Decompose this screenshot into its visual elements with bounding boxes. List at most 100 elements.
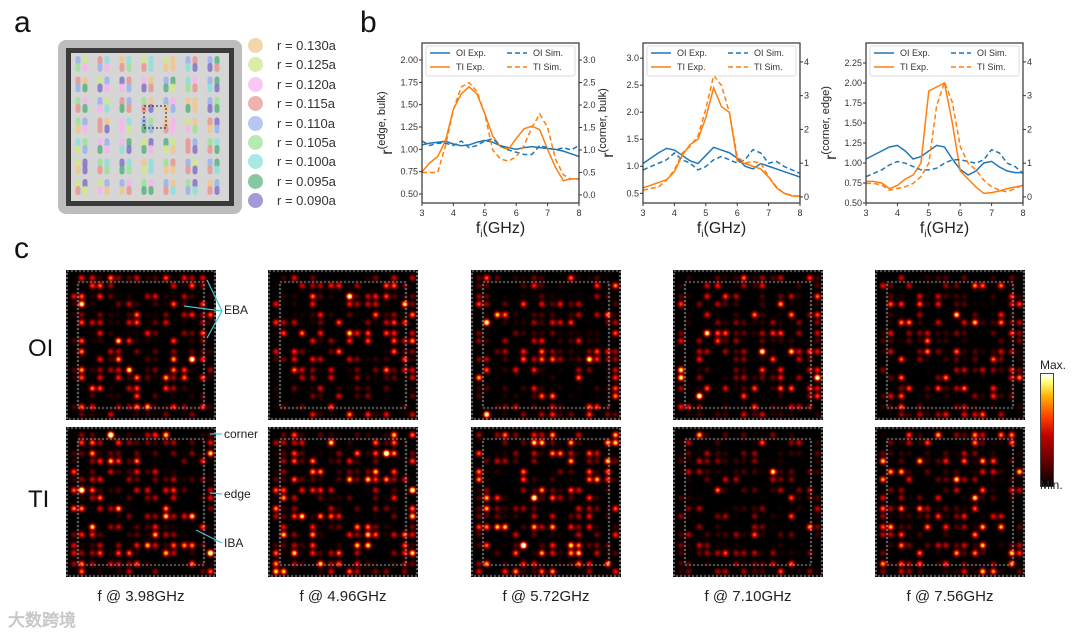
rod: [126, 186, 132, 195]
rod: [126, 83, 132, 93]
rod: [119, 76, 125, 86]
rod: [97, 83, 103, 93]
legend-item: r = 0.090a: [248, 193, 336, 209]
rod: [170, 117, 176, 127]
legend-label: TI Exp.: [677, 62, 706, 72]
rod: [126, 138, 132, 147]
legend-item: r = 0.095a: [248, 173, 336, 189]
rod: [214, 76, 220, 86]
rod: [82, 56, 88, 65]
y-tick-label-right: 2: [804, 124, 809, 134]
rod: [104, 186, 110, 195]
legend-swatch: [248, 38, 263, 53]
y-tick-label-left: 1.25: [400, 122, 418, 132]
rod: [119, 138, 125, 147]
x-tick-label: 6: [958, 208, 963, 218]
x-tick-label: 7: [989, 208, 994, 218]
rod: [148, 97, 154, 106]
y-tick-label-left: 2.5: [626, 80, 639, 90]
rod: [97, 56, 103, 65]
y-tick-label-right: 0.0: [583, 190, 596, 200]
legend-label: r = 0.115a: [277, 96, 335, 112]
rod: [82, 138, 88, 147]
y-tick-label-left: 3.0: [626, 53, 639, 63]
rod: [97, 117, 103, 127]
rod: [148, 158, 154, 168]
rod: [185, 165, 191, 175]
legend-label: TI Sim.: [754, 62, 783, 72]
row-label-ti: TI: [28, 486, 50, 513]
legend-item: r = 0.110a: [248, 115, 335, 131]
colorbar: [1040, 373, 1054, 487]
rod: [170, 97, 176, 106]
rod: [75, 145, 81, 154]
field-map-oi-4: [673, 270, 823, 420]
rod: [185, 117, 191, 127]
x-tick-label: 5: [482, 208, 487, 218]
x-tick-label: 5: [926, 208, 931, 218]
series-line: [865, 144, 1023, 176]
field-map-oi-5: [875, 270, 1025, 420]
y-tick-label-left: 2.25: [844, 58, 862, 68]
rod: [192, 56, 198, 65]
x-axis-label: fi(GHz): [697, 220, 746, 240]
rod: [214, 117, 220, 127]
legend-label: OI Sim.: [533, 48, 563, 58]
rod: [126, 104, 132, 113]
y-tick-label-left: 2.0: [626, 107, 639, 117]
frequency-label: f @ 3.98GHz: [97, 588, 185, 605]
rod: [126, 56, 132, 65]
rod: [141, 97, 147, 106]
rod: [126, 97, 132, 106]
rod: [207, 104, 213, 113]
rod: [104, 165, 110, 175]
rod: [97, 179, 103, 188]
rod: [141, 186, 147, 195]
y-tick-label-left: 1.50: [400, 100, 418, 110]
rod: [82, 165, 88, 175]
series-line: [642, 148, 801, 174]
rod: [170, 104, 176, 113]
x-tick-label: 8: [1020, 208, 1025, 218]
rod: [214, 186, 220, 195]
rod: [126, 158, 132, 168]
y-tick-label-right: 3: [804, 91, 809, 101]
rod: [126, 117, 132, 127]
rod: [97, 165, 103, 175]
field-map-oi-2: [268, 270, 418, 420]
y-tick-label-right: 1.0: [583, 145, 596, 155]
frequency-label: f @ 7.10GHz: [704, 588, 792, 605]
rod: [163, 56, 169, 65]
row-label-oi: OI: [28, 335, 54, 362]
rod: [185, 83, 191, 93]
legend-label: OI Sim.: [754, 48, 784, 58]
rod: [119, 179, 125, 188]
rod: [185, 138, 191, 147]
rod: [141, 83, 147, 93]
rod: [207, 186, 213, 195]
rod: [75, 63, 81, 72]
panel-label-a: a: [14, 6, 31, 39]
rod: [75, 117, 81, 127]
rod: [185, 158, 191, 168]
rod: [185, 145, 191, 154]
rod: [126, 145, 132, 154]
legend-box: [869, 45, 1020, 77]
legend-label: TI Exp.: [456, 62, 485, 72]
rod: [104, 56, 110, 65]
y-axis-label: r(corner, bulk): [597, 88, 617, 158]
legend-label: r = 0.100a: [277, 154, 336, 170]
rod: [170, 179, 176, 188]
rod: [192, 138, 198, 147]
y-tick-label-left: 1.25: [844, 138, 862, 148]
rod: [170, 63, 176, 72]
legend-label: r = 0.110a: [277, 115, 335, 131]
legend-label: OI Exp.: [677, 48, 707, 58]
rod: [163, 124, 169, 134]
rod: [75, 158, 81, 168]
x-tick-label: 3: [640, 208, 645, 218]
y-tick-label-right: 1.5: [583, 122, 596, 132]
rod: [148, 138, 154, 147]
y-tick-label-left: 1.00: [400, 144, 418, 154]
